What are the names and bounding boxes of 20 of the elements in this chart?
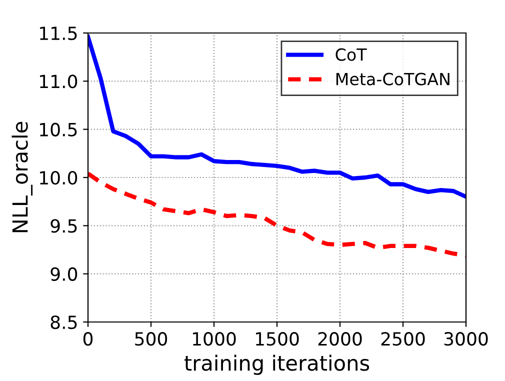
line-series [88,34,466,199]
y-tick-label: 10.0 [40,170,78,185]
y-tick-label: 11.0 [40,74,78,88]
x-tick-label: 2000 [318,332,362,346]
y-axis-title: NLL_oracle [12,122,33,232]
x-tick-label: 0 [83,332,93,346]
x-axis-title: training iterations [184,354,370,375]
x-tick-label: 1000 [193,332,236,346]
y-tick-label: 9.0 [50,267,78,281]
legend-label: CoT [336,48,367,61]
y-tick-label: 8.5 [50,315,77,330]
x-tick-label: 3000 [444,332,488,346]
line-series [88,172,466,258]
x-tick-label: 500 [135,332,168,346]
y-tick-label: 10.5 [40,122,77,136]
x-tick-label: 2500 [381,332,425,346]
y-tick-label: 9.5 [50,219,77,233]
y-tick-label: 11.5 [40,26,77,40]
x-tick-label: 1500 [256,332,299,346]
legend-label: Meta-CoTGAN [336,72,450,86]
